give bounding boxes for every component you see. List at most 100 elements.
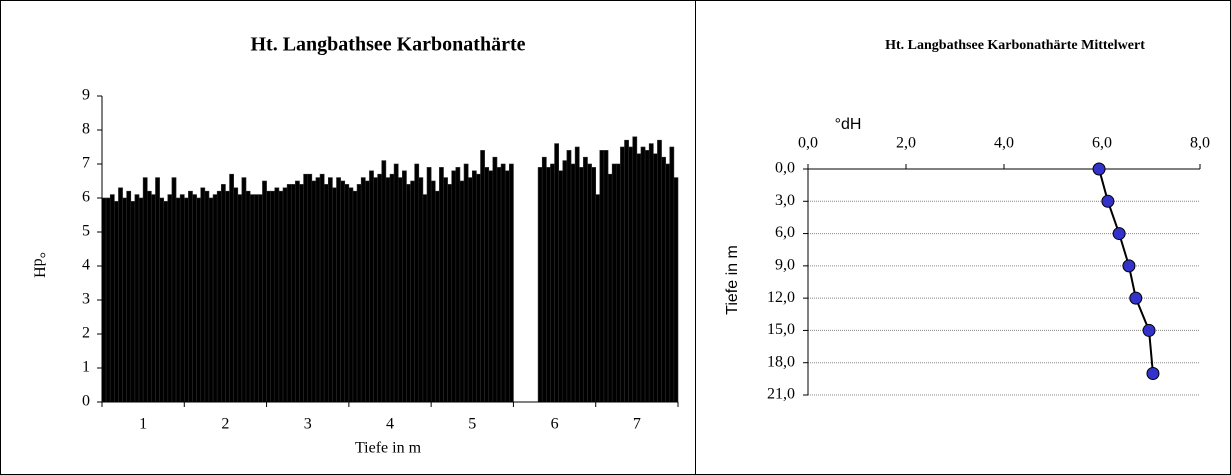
bar (389, 173, 395, 403)
bar (665, 163, 671, 403)
bar (212, 194, 218, 403)
bar (253, 194, 259, 403)
bar (175, 197, 181, 403)
bar (336, 177, 341, 403)
point (1101, 194, 1115, 208)
bar (266, 190, 271, 403)
bar (159, 197, 165, 403)
bar (546, 167, 551, 403)
bar (315, 177, 321, 403)
bar (418, 177, 424, 403)
bar (599, 150, 605, 403)
y-axis-label: Tiefe in m (724, 245, 741, 315)
bar (578, 167, 584, 403)
x-tick-label: 4 (386, 416, 394, 433)
bar (163, 201, 169, 403)
bar (216, 190, 222, 403)
y-tick-label: 0 (82, 393, 90, 410)
y-tick-label: 6,0 (775, 224, 795, 241)
bar (101, 197, 107, 403)
bar (430, 180, 436, 403)
bar (467, 177, 473, 403)
bar (344, 184, 350, 403)
bar (245, 190, 251, 403)
bar (410, 180, 415, 403)
bar (225, 190, 230, 403)
bar (385, 177, 391, 403)
bar (377, 173, 383, 403)
bar (422, 194, 428, 403)
bar (327, 177, 333, 403)
point (1112, 227, 1126, 241)
y-tick-label: 12,0 (767, 289, 795, 306)
bar (620, 146, 625, 403)
bar (496, 167, 502, 403)
bar (607, 173, 613, 403)
x-tick-label: 0,0 (798, 135, 818, 152)
bar (657, 139, 662, 403)
x-tick-label: 6,0 (1092, 135, 1112, 152)
bar (114, 201, 119, 403)
bar (233, 187, 239, 403)
bar (146, 190, 152, 403)
bar (323, 184, 329, 403)
bar (566, 150, 572, 403)
y-tick-label: 3,0 (775, 192, 795, 209)
x-tick-label: 3 (304, 416, 312, 433)
y-tick-label: 9,0 (775, 257, 795, 274)
bar (406, 184, 411, 403)
bar (397, 177, 403, 403)
bar (258, 194, 263, 403)
bar (476, 173, 481, 403)
y-tick-label: 9 (82, 87, 90, 104)
bar (463, 163, 469, 403)
bar (636, 153, 642, 403)
bar (451, 170, 457, 403)
bar (574, 146, 580, 403)
bar (488, 170, 494, 403)
bar (492, 156, 498, 403)
point (1122, 259, 1136, 273)
bar (270, 190, 276, 403)
bar (311, 180, 317, 403)
bar (249, 194, 255, 403)
bar (237, 194, 243, 403)
bar (151, 194, 156, 403)
bar (661, 156, 666, 403)
bar (628, 146, 634, 403)
bar (426, 167, 432, 403)
point (1092, 162, 1106, 176)
bar (126, 190, 132, 403)
x-tick-label: 7 (633, 416, 641, 433)
bar (640, 146, 646, 403)
bar (155, 177, 160, 403)
bar (615, 163, 621, 403)
bar (381, 160, 387, 403)
point (1142, 323, 1156, 337)
bar (192, 194, 197, 403)
bar (653, 153, 658, 403)
bar (459, 180, 465, 403)
bar (109, 194, 115, 403)
bar (484, 167, 490, 403)
bar (369, 170, 374, 403)
bar (587, 163, 592, 403)
bar (356, 184, 362, 403)
y-tick-label: 3 (82, 291, 90, 308)
bar (105, 197, 111, 403)
bar (648, 143, 654, 403)
y-tick-label: 8 (82, 121, 90, 138)
bar (278, 190, 284, 403)
y-tick-label: 1 (82, 359, 90, 376)
bar (208, 197, 214, 403)
bar (290, 184, 296, 403)
bar (171, 177, 177, 403)
bar (439, 167, 444, 403)
bar (562, 160, 568, 403)
bar (558, 170, 564, 403)
bar (414, 163, 420, 403)
chart-title: Ht. Langbathsee Karbonathärte (251, 34, 526, 56)
x-tick-label: 6 (551, 416, 559, 433)
bar (286, 184, 292, 403)
